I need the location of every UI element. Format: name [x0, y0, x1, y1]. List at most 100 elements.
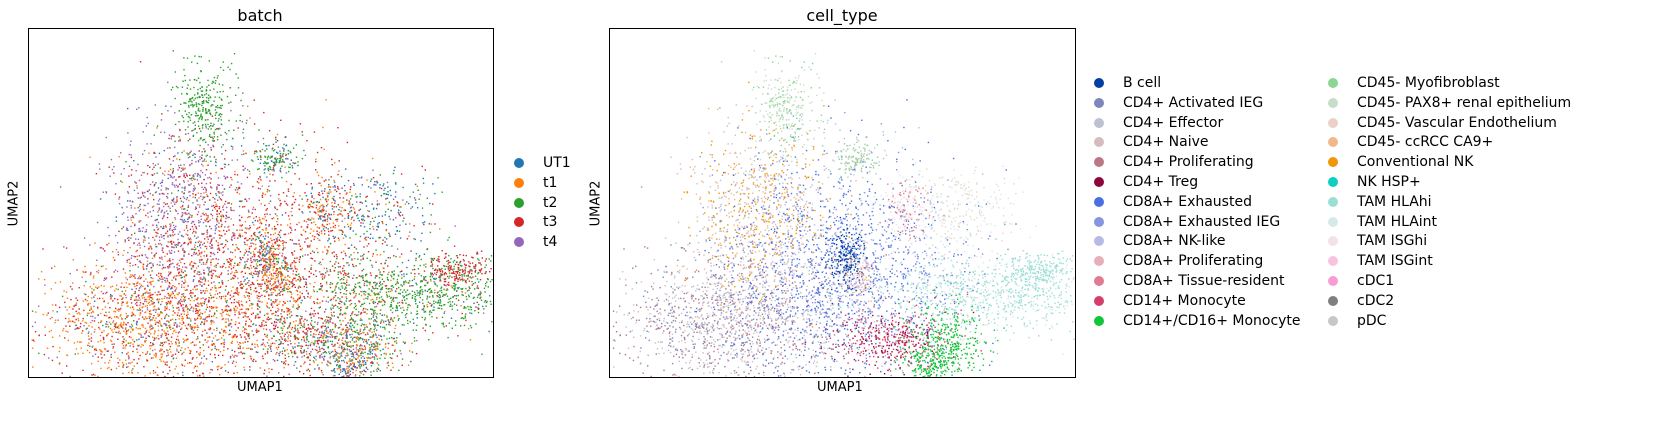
scatter-point	[359, 193, 361, 195]
scatter-point	[258, 292, 260, 294]
scatter-point	[213, 321, 215, 324]
scatter-point	[384, 236, 386, 239]
scatter-point	[152, 163, 154, 165]
scatter-point	[200, 114, 202, 117]
scatter-point	[329, 321, 331, 323]
scatter-point	[118, 365, 120, 367]
scatter-point	[250, 313, 253, 315]
scatter-point	[173, 241, 175, 243]
scatter-point	[117, 357, 119, 359]
scatter-point	[306, 319, 308, 322]
scatter-point	[288, 310, 290, 313]
scatter-point	[195, 308, 197, 310]
scatter-point	[223, 329, 225, 332]
scatter-point	[164, 203, 167, 205]
scatter-point	[187, 242, 190, 245]
scatter-point	[109, 307, 111, 309]
scatter-point	[170, 288, 172, 290]
scatter-point	[167, 235, 169, 237]
scatter-point	[223, 188, 226, 190]
scatter-point	[33, 340, 35, 342]
scatter-point	[193, 235, 196, 237]
scatter-point	[120, 152, 122, 154]
scatter-point	[220, 337, 223, 339]
scatter-point	[203, 178, 205, 181]
scatter-point	[168, 294, 171, 296]
scatter-point	[114, 316, 116, 318]
scatter-point	[172, 307, 174, 309]
scatter-point	[273, 247, 275, 249]
scatter-point	[206, 306, 209, 308]
scatter-point	[209, 134, 211, 136]
scatter-point	[133, 255, 135, 258]
scatter-point	[207, 284, 210, 286]
scatter-point	[211, 215, 214, 217]
scatter-point	[125, 229, 128, 231]
scatter-point	[159, 350, 161, 352]
point-cluster	[83, 61, 296, 352]
scatter-point	[145, 331, 147, 333]
scatter-point	[224, 176, 227, 179]
scatter-point	[207, 238, 209, 240]
scatter-point	[254, 150, 256, 153]
scatter-point	[142, 239, 145, 241]
scatter-point	[358, 220, 360, 222]
scatter-point	[90, 308, 92, 310]
scatter-point	[246, 119, 248, 122]
scatter-point	[283, 367, 285, 369]
scatter-point	[218, 191, 221, 193]
scatter-point	[344, 331, 346, 334]
scatter-point	[200, 273, 202, 275]
scatter-point	[264, 204, 266, 207]
scatter-point	[388, 232, 390, 234]
scatter-point	[207, 119, 209, 121]
scatter-point	[183, 276, 186, 278]
scatter-point	[194, 127, 196, 130]
scatter-point	[342, 258, 344, 260]
scatter-point	[199, 138, 202, 140]
scatter-point	[339, 292, 342, 294]
scatter-point	[238, 248, 240, 250]
scatter-point	[310, 257, 312, 259]
scatter-point	[123, 293, 125, 295]
scatter-point	[187, 84, 189, 86]
scatter-point	[271, 239, 273, 242]
scatter-point	[217, 128, 220, 130]
scatter-point	[309, 244, 311, 246]
scatter-point	[266, 162, 268, 165]
scatter-point	[297, 298, 299, 300]
scatter-point	[325, 283, 328, 285]
scatter-point	[160, 348, 162, 350]
scatter-point	[164, 363, 167, 365]
scatter-point	[111, 295, 113, 297]
scatter-point	[194, 295, 196, 297]
scatter-point	[254, 239, 256, 241]
scatter-point	[144, 300, 146, 303]
scatter-point	[255, 287, 257, 289]
scatter-point	[214, 232, 216, 235]
scatter-point	[150, 299, 152, 302]
scatter-point	[253, 217, 255, 219]
scatter-point	[262, 325, 264, 327]
scatter-point	[138, 318, 140, 320]
scatter-point	[54, 321, 56, 324]
scatter-point	[130, 225, 132, 228]
scatter-point	[176, 335, 179, 337]
scatter-point	[256, 331, 259, 333]
scatter-point	[174, 228, 177, 230]
scatter-point	[167, 188, 169, 190]
scatter-point	[131, 169, 133, 171]
scatter-point	[97, 360, 99, 362]
scatter-point	[240, 336, 242, 338]
scatter-point	[190, 362, 193, 364]
scatter-point	[174, 71, 176, 73]
scatter-point	[168, 281, 170, 284]
scatter-point	[256, 294, 258, 297]
scatter-point	[328, 179, 330, 181]
scatter-point	[244, 272, 246, 274]
scatter-point	[82, 330, 84, 332]
scatter-point	[349, 198, 352, 200]
scatter-point	[275, 311, 277, 313]
scatter-point	[172, 284, 174, 287]
scatter-point	[325, 199, 327, 201]
